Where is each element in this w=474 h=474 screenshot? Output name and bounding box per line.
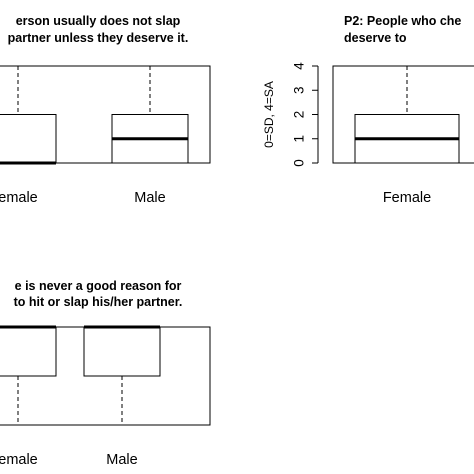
panel-3: e is never a good reason for to hit or sl…: [0, 279, 211, 468]
category-label: Male: [134, 190, 165, 206]
iqr-box: [83, 326, 161, 377]
box-1: [0, 65, 57, 165]
iqr-box: [0, 326, 57, 377]
category-label: Male: [106, 452, 137, 468]
plot-title-line: e is never a good reason for: [15, 279, 182, 293]
plot-title-line: deserve to: [344, 31, 407, 45]
y-tick-label: 4: [292, 62, 307, 70]
plot-frame: [0, 65, 211, 164]
box-2: [111, 65, 189, 164]
panel-1: erson usually does not slap partner unles…: [0, 14, 211, 206]
plot-title-line: partner unless they deserve it.: [8, 31, 189, 45]
plot-title-line: P2: People who che: [344, 14, 461, 28]
y-axis-label: 0=SD, 4=SA: [262, 81, 276, 148]
plot-title-line: erson usually does not slap: [16, 14, 181, 28]
box-1: [354, 65, 460, 164]
y-tick-label: 2: [292, 111, 307, 119]
iqr-box: [0, 114, 57, 164]
box-2: [83, 325, 161, 426]
y-tick-label: 1: [292, 135, 307, 143]
panel-2: P2: People who che deserve to 0 1 2 3 4 0=SD, 4…: [262, 14, 474, 206]
category-label: emale: [0, 190, 38, 206]
category-label: emale: [0, 452, 38, 468]
y-tick-label: 3: [292, 86, 307, 94]
y-tick-label: 0: [292, 159, 307, 167]
box-1: [0, 325, 57, 426]
category-label: Female: [383, 190, 431, 206]
plot-title-line: to hit or slap his/her partner.: [14, 295, 183, 309]
